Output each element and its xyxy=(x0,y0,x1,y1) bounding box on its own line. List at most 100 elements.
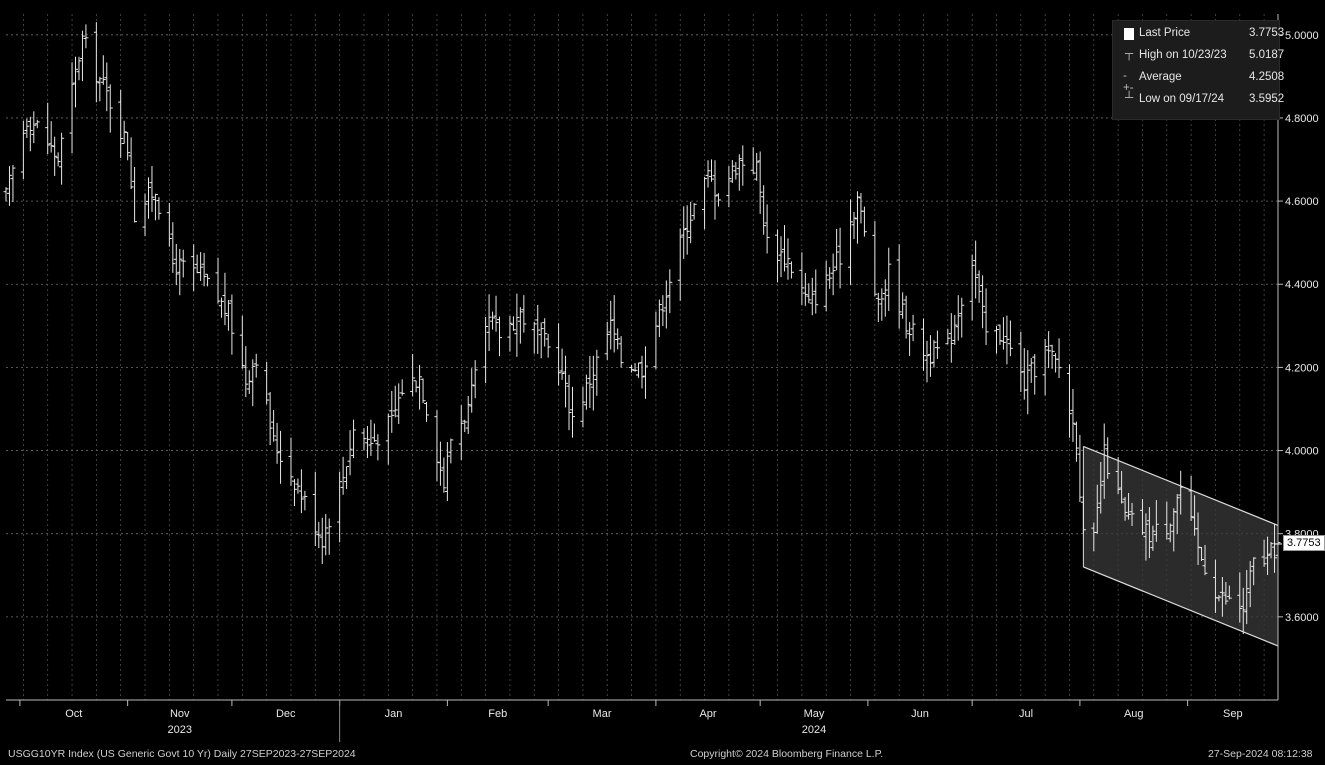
ohlc-bar xyxy=(1028,358,1034,383)
ohlc-bar xyxy=(517,307,523,344)
ohlc-bar xyxy=(1049,344,1055,369)
ohlc-bar xyxy=(215,257,221,304)
ohlc-bar xyxy=(351,419,357,459)
ohlc-bar xyxy=(295,478,301,494)
legend-low-value: 3.5952 xyxy=(1249,93,1285,105)
x-month-label: Oct xyxy=(65,708,82,720)
ohlc-bar xyxy=(837,227,843,289)
ohlc-bar xyxy=(229,294,235,355)
ohlc-bar xyxy=(896,244,902,329)
x-month-label: May xyxy=(804,708,825,720)
ohlc-bar xyxy=(1073,421,1079,462)
ohlc-bar xyxy=(538,322,544,359)
ohlc-bar xyxy=(775,229,781,283)
ohlc-bar xyxy=(1119,471,1125,504)
ohlc-bar xyxy=(271,409,277,442)
ohlc-bar xyxy=(656,299,662,338)
ohlc-bar xyxy=(142,193,148,237)
ohlc-bar xyxy=(921,318,927,371)
ohlc-bar xyxy=(945,328,951,345)
y-tick-label: 4.2000 xyxy=(1285,362,1319,374)
ohlc-bar xyxy=(761,185,767,235)
ohlc-bar xyxy=(1150,525,1156,551)
ohlc-bar xyxy=(702,176,708,230)
ohlc-bar xyxy=(1105,437,1111,479)
ohlc-bar xyxy=(740,145,746,186)
ohlc-bar xyxy=(663,280,669,329)
ohlc-bar xyxy=(1268,542,1274,559)
ohlc-bar xyxy=(483,317,489,384)
ohlc-bar xyxy=(3,187,9,202)
y-tick-label: 4.4000 xyxy=(1285,279,1319,291)
ohlc-bar xyxy=(667,269,673,314)
ohlc-bar xyxy=(76,56,82,81)
y-tick-label: 5.0000 xyxy=(1285,30,1319,42)
ohlc-bar xyxy=(660,295,666,327)
ohlc-bar xyxy=(733,162,739,180)
ohlc-bar xyxy=(1070,389,1076,442)
ohlc-bar xyxy=(1216,595,1222,602)
ohlc-bar xyxy=(900,292,906,319)
ohlc-bar xyxy=(983,288,989,346)
ohlc-bar xyxy=(1164,501,1170,540)
ohlc-bar xyxy=(364,425,370,459)
ohlc-bar xyxy=(1178,470,1184,515)
ohlc-bar xyxy=(1046,331,1052,369)
ohlc-bar xyxy=(472,360,478,399)
ohlc-bar xyxy=(24,118,30,138)
ohlc-bar xyxy=(396,383,402,425)
ohlc-bar xyxy=(677,228,683,301)
ohlc-bar xyxy=(757,151,763,214)
ohlc-bar xyxy=(361,428,367,451)
ohlc-bar xyxy=(278,430,284,484)
ohlc-bar xyxy=(368,419,374,456)
ohlc-bar xyxy=(827,267,833,289)
ohlc-bar xyxy=(1174,494,1180,535)
ohlc-bar xyxy=(198,252,204,282)
ohlc-bar xyxy=(441,457,447,493)
ohlc-bar xyxy=(903,295,909,339)
ohlc-bar xyxy=(420,378,426,404)
ohlc-bar xyxy=(1094,484,1100,534)
ohlc-bar xyxy=(417,364,423,410)
x-month-label: Mar xyxy=(593,708,612,720)
ohlc-bar xyxy=(1261,539,1267,567)
ohlc-bar xyxy=(1126,492,1132,520)
ohlc-bar xyxy=(59,132,65,185)
low-marker-icon: ┴ xyxy=(1125,92,1134,104)
ohlc-bar xyxy=(20,120,26,180)
ohlc-bar xyxy=(274,422,280,464)
ohlc-bar xyxy=(410,353,416,397)
ohlc-bar xyxy=(48,121,54,153)
ohlc-bar xyxy=(1139,499,1145,535)
ohlc-bar xyxy=(1007,320,1013,357)
high-marker-icon: ┬ xyxy=(1125,48,1134,60)
ohlc-bar xyxy=(952,314,958,345)
ohlc-bar xyxy=(205,273,211,287)
ohlc-bar xyxy=(684,205,690,255)
ohlc-bar xyxy=(632,363,638,372)
y-tick-label: 3.6000 xyxy=(1285,612,1319,624)
legend: Last Price 3.7753 ┬ High on 10/23/23 5.0… xyxy=(1112,20,1285,120)
ohlc-bar xyxy=(375,434,381,461)
ohlc-bar xyxy=(802,272,808,306)
ohlc-bar xyxy=(121,120,127,145)
ohlc-bar xyxy=(118,89,124,158)
ohlc-bar xyxy=(691,203,697,220)
ohlc-bar xyxy=(326,518,332,555)
ohlc-bar xyxy=(323,513,329,556)
x-year-label: 2024 xyxy=(802,724,826,736)
x-month-label: Sep xyxy=(1223,708,1243,720)
ohlc-bar xyxy=(799,252,805,306)
ohlc-bar xyxy=(848,199,854,285)
ohlc-bar xyxy=(955,295,961,341)
ohlc-bar xyxy=(851,212,857,239)
ohlc-bar xyxy=(924,340,930,383)
ohlc-bar xyxy=(566,374,572,431)
ohlc-bar xyxy=(302,490,308,511)
ohlc-bar xyxy=(448,438,454,464)
ohlc-bar xyxy=(34,119,40,129)
ohlc-bar xyxy=(1265,536,1271,576)
ohlc-bar xyxy=(125,132,131,161)
ohlc-bar xyxy=(493,295,499,332)
